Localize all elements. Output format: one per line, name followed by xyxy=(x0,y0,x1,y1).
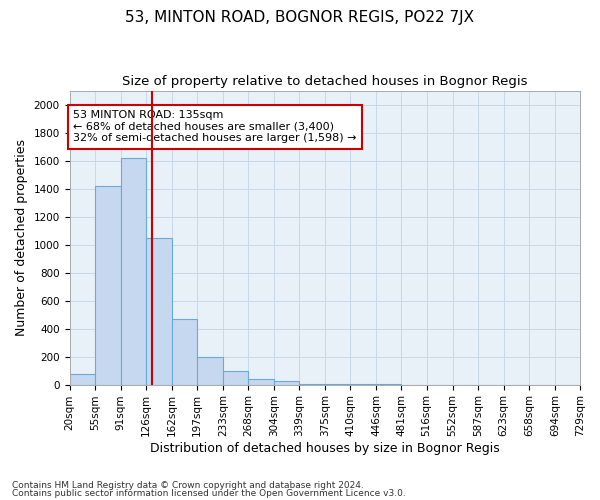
Bar xyxy=(95,186,121,384)
Bar xyxy=(197,356,223,384)
Bar xyxy=(223,370,248,384)
Bar xyxy=(146,238,172,384)
Bar xyxy=(121,158,146,384)
Text: Contains HM Land Registry data © Crown copyright and database right 2024.: Contains HM Land Registry data © Crown c… xyxy=(12,480,364,490)
Bar xyxy=(274,381,299,384)
Bar xyxy=(248,379,274,384)
Text: Contains public sector information licensed under the Open Government Licence v3: Contains public sector information licen… xyxy=(12,490,406,498)
Y-axis label: Number of detached properties: Number of detached properties xyxy=(15,139,28,336)
Bar xyxy=(172,319,197,384)
Title: Size of property relative to detached houses in Bognor Regis: Size of property relative to detached ho… xyxy=(122,75,527,88)
X-axis label: Distribution of detached houses by size in Bognor Regis: Distribution of detached houses by size … xyxy=(150,442,500,455)
Text: 53 MINTON ROAD: 135sqm
← 68% of detached houses are smaller (3,400)
32% of semi-: 53 MINTON ROAD: 135sqm ← 68% of detached… xyxy=(73,110,356,144)
Text: 53, MINTON ROAD, BOGNOR REGIS, PO22 7JX: 53, MINTON ROAD, BOGNOR REGIS, PO22 7JX xyxy=(125,10,475,25)
Bar xyxy=(70,374,95,384)
